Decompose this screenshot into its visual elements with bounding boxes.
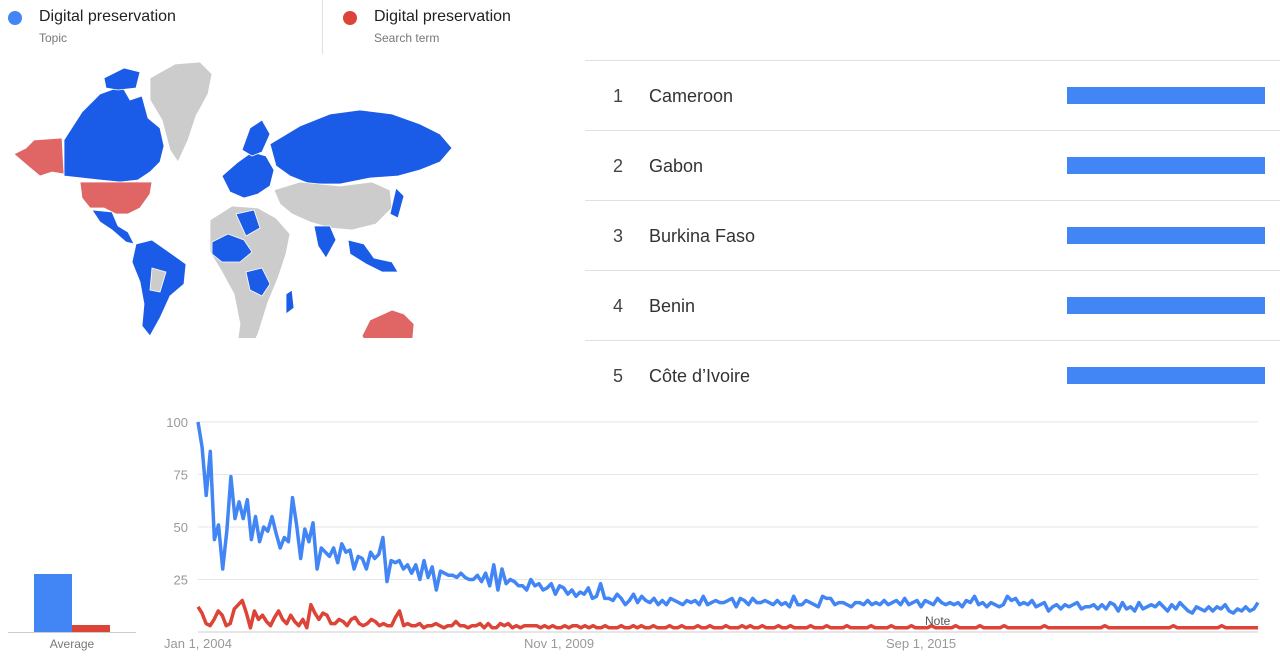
map-region-west-africa[interactable] xyxy=(211,233,253,263)
world-map[interactable] xyxy=(0,58,470,338)
average-bar-chart: Average xyxy=(8,560,136,664)
rank-bar xyxy=(1067,227,1265,244)
rank-bar xyxy=(1067,87,1265,104)
rank-bar xyxy=(1067,157,1265,174)
ranking-row[interactable]: 1 Cameroon xyxy=(585,60,1280,130)
map-region-south-america-gray[interactable] xyxy=(149,267,167,293)
rank-number: 3 xyxy=(613,226,624,246)
map-region-arctic-islands[interactable] xyxy=(103,67,141,91)
legend-name: Digital preservation xyxy=(39,8,176,25)
y-tick-label: 75 xyxy=(174,468,188,483)
y-tick-label: 25 xyxy=(174,573,188,588)
ranking-row[interactable]: 3 Burkina Faso xyxy=(585,200,1280,270)
rank-number: 5 xyxy=(613,366,624,386)
rank-bar-track xyxy=(1067,87,1265,104)
rank-bar-track xyxy=(1067,157,1265,174)
map-region-southeast-asia[interactable] xyxy=(347,239,399,273)
map-region-australia[interactable] xyxy=(361,309,415,338)
interest-over-time-chart[interactable]: 100 75 50 25 Jan 1, 2004 Nov 1, 2009 Sep 1, 20… xyxy=(150,404,1265,660)
average-bar-topic[interactable] xyxy=(34,573,72,632)
map-region-europe[interactable] xyxy=(221,151,275,199)
x-tick-label: Jan 1, 2004 xyxy=(164,636,232,651)
rank-bar xyxy=(1067,297,1265,314)
rank-number: 1 xyxy=(613,86,624,106)
map-region-usa[interactable] xyxy=(79,181,153,215)
average-label: Average xyxy=(49,637,95,651)
map-regions xyxy=(13,61,453,338)
y-tick-label: 100 xyxy=(166,415,188,430)
map-region-scandinavia[interactable] xyxy=(241,119,271,157)
rank-bar xyxy=(1067,367,1265,384)
map-region-central-africa[interactable] xyxy=(245,267,271,297)
ranking-row[interactable]: 2 Gabon xyxy=(585,130,1280,200)
rank-region-name: Gabon xyxy=(649,156,704,176)
series-line-search-term xyxy=(196,598,1258,630)
map-region-north-africa[interactable] xyxy=(235,209,261,237)
average-bar-search-term[interactable] xyxy=(72,624,110,632)
legend-divider xyxy=(322,0,323,54)
average-axis xyxy=(8,632,136,633)
map-region-central-asia[interactable] xyxy=(273,181,393,231)
map-region-canada[interactable] xyxy=(63,85,165,183)
map-region-russia[interactable] xyxy=(269,109,453,185)
series-line-topic xyxy=(196,421,1260,615)
region-ranking-list: 1 Cameroon 2 Gabon 3 Burkina Faso 4 Beni… xyxy=(585,60,1280,410)
rank-number: 4 xyxy=(613,296,624,316)
chart-annotation: Note xyxy=(925,614,951,628)
legend-dot-search-term xyxy=(343,11,357,25)
map-region-india[interactable] xyxy=(313,225,337,259)
rank-bar-track xyxy=(1067,297,1265,314)
map-region-greenland[interactable] xyxy=(149,61,213,163)
map-region-japan[interactable] xyxy=(389,187,405,219)
x-tick-label: Nov 1, 2009 xyxy=(524,636,594,651)
rank-region-name: Côte d’Ivoire xyxy=(649,366,751,386)
ranking-row[interactable]: 5 Côte d’Ivoire xyxy=(585,340,1280,410)
rank-region-name: Benin xyxy=(649,296,696,316)
rank-bar-track xyxy=(1067,367,1265,384)
map-region-madagascar[interactable] xyxy=(285,289,295,315)
map-region-mexico[interactable] xyxy=(91,209,135,245)
rank-region-name: Cameroon xyxy=(649,86,734,106)
map-region-alaska[interactable] xyxy=(13,137,65,177)
legend-name: Digital preservation xyxy=(374,8,511,25)
rank-region-name: Burkina Faso xyxy=(649,226,756,246)
legend: Digital preservation Topic Digital prese… xyxy=(0,0,560,54)
ranking-row[interactable]: 4 Benin xyxy=(585,270,1280,340)
y-tick-label: 50 xyxy=(174,520,188,535)
legend-type: Topic xyxy=(39,31,68,45)
rank-number: 2 xyxy=(613,156,624,176)
x-tick-label: Sep 1, 2015 xyxy=(886,636,956,651)
legend-dot-topic xyxy=(8,11,22,25)
legend-type: Search term xyxy=(374,31,440,45)
rank-bar-track xyxy=(1067,227,1265,244)
